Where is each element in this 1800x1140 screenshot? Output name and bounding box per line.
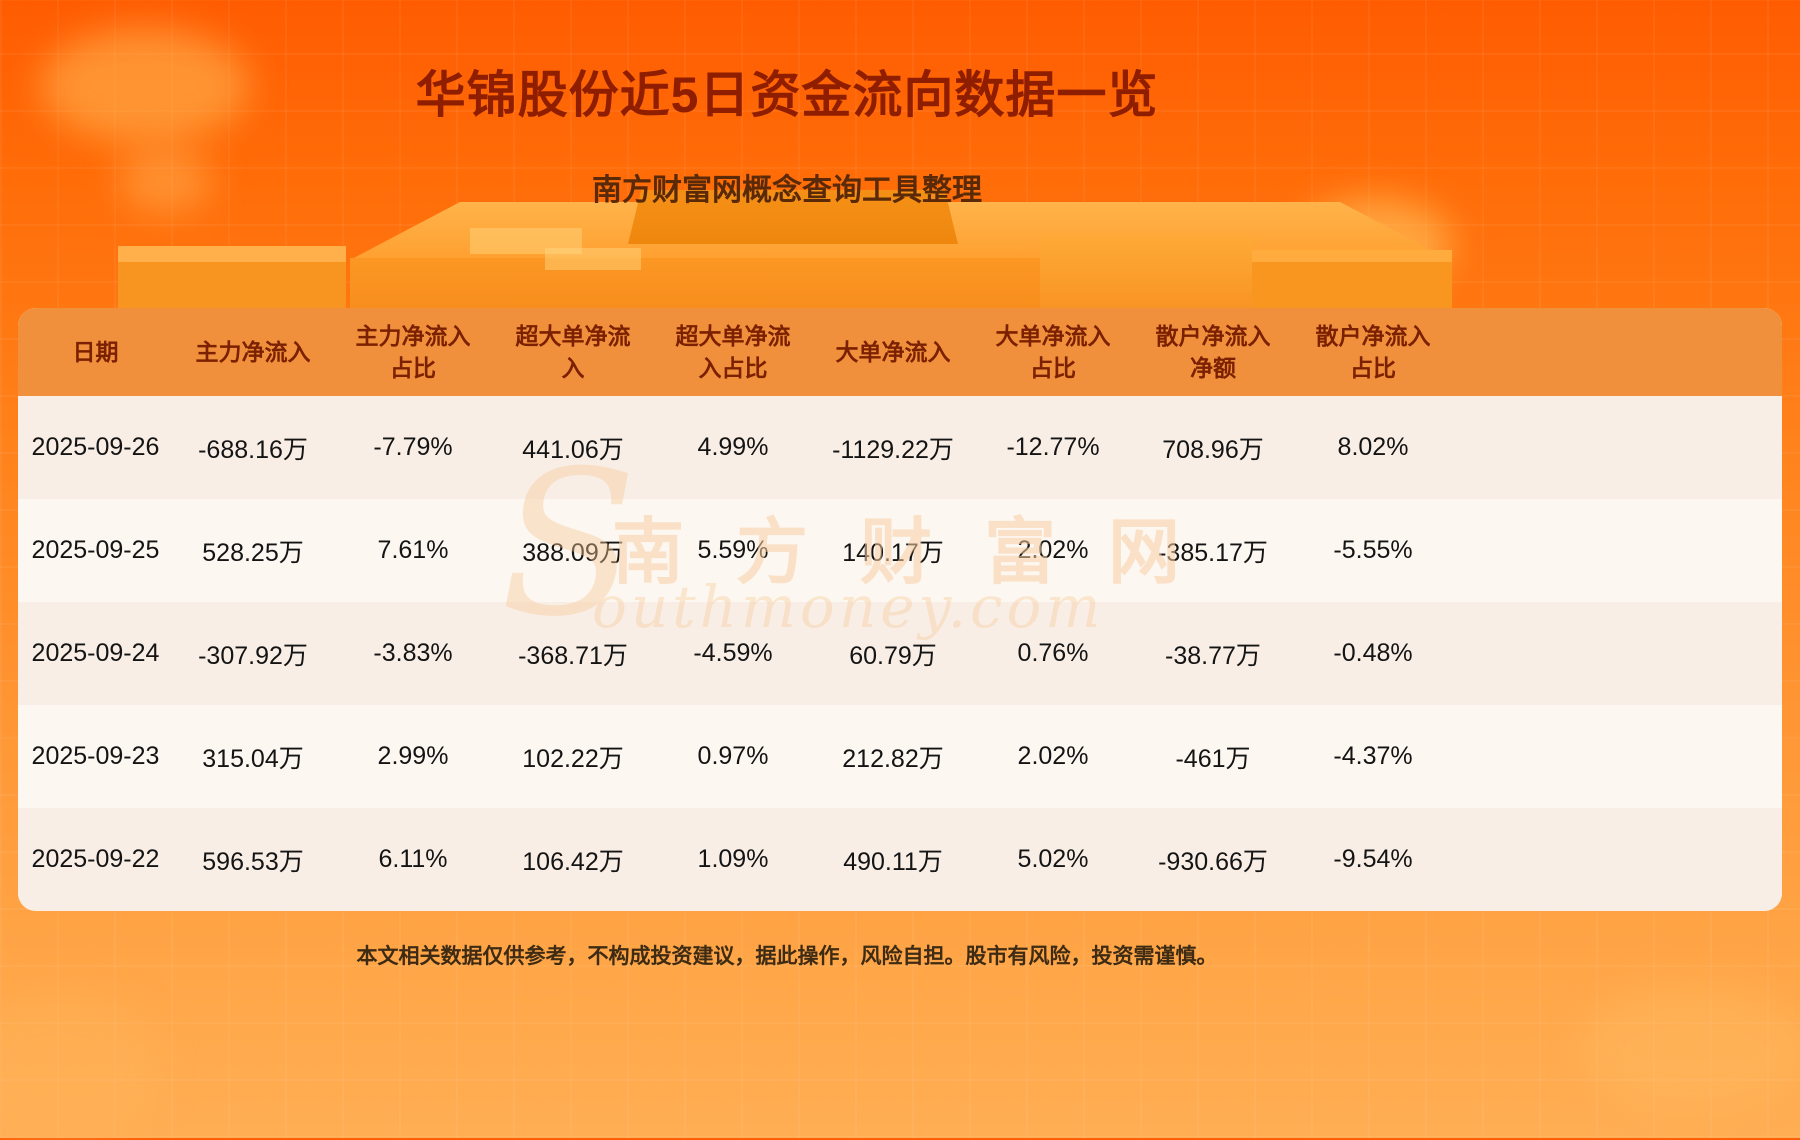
decor-glow-right xyxy=(1298,198,1453,290)
decor-podium-right-block xyxy=(1040,235,1252,312)
table-cell: 596.53万 xyxy=(202,847,304,876)
column-header: 超大单净流入占比 xyxy=(675,322,791,381)
table-cell: -1129.22万 xyxy=(832,435,954,464)
column-header: 大单净流入 xyxy=(835,338,951,365)
table-cell: -12.77% xyxy=(1006,433,1100,461)
table-cell: -307.92万 xyxy=(198,641,308,670)
table-cell: 102.22万 xyxy=(522,744,624,773)
table-cell-spacer xyxy=(1453,396,1782,499)
table-cell: 60.79万 xyxy=(849,641,937,670)
table-cell: 2025-09-22 xyxy=(31,845,160,873)
table-cell: -3.83% xyxy=(373,639,453,667)
table-cell: -9.54% xyxy=(1333,845,1413,873)
table-cell: 708.96万 xyxy=(1162,435,1264,464)
table-row: 2025-09-26 -688.16万 -7.79% 441.06万 4.99% -112… xyxy=(18,396,1782,499)
table-cell: -385.17万 xyxy=(1158,538,1268,567)
table-cell: 2.99% xyxy=(377,742,449,770)
table-cell: -4.59% xyxy=(693,639,773,667)
decor-podium-step xyxy=(545,248,641,270)
table-row: 2025-09-25 528.25万 7.61% 388.09万 5.59% 140.17… xyxy=(18,499,1782,602)
table-cell: 7.61% xyxy=(377,536,449,564)
column-header: 超大单净流入 xyxy=(515,322,631,381)
table-cell: 4.99% xyxy=(697,433,769,461)
table-cell: -368.71万 xyxy=(518,641,628,670)
decor-podium-top xyxy=(350,202,1450,260)
table-row: 2025-09-24 -307.92万 -3.83% -368.71万 -4.59% 60… xyxy=(18,602,1782,705)
page-title: 华锦股份近5日资金流向数据一览 xyxy=(415,67,1159,123)
table-cell: -688.16万 xyxy=(198,435,308,464)
fund-flow-data-table: 日期 主力净流入 主力净流入占比 超大单净流入 超大单净流入占比 大单净流入 大单净流入占比… xyxy=(18,308,1782,911)
decor-glow-bottom-left xyxy=(0,995,165,1140)
table-cell: 1.09% xyxy=(697,845,769,873)
table-cell: -7.79% xyxy=(373,433,453,461)
table-cell: 2025-09-25 xyxy=(31,536,160,564)
decor-podium-front xyxy=(350,258,1450,313)
column-header: 散户净流入占比 xyxy=(1315,322,1431,381)
decor-podium-right-block xyxy=(1252,250,1452,312)
disclaimer: 本文相关数据仅供参考，不构成投资建议，据此操作，风险自担。股市有风险，投资需谨慎… xyxy=(356,945,1218,968)
table-cell-spacer xyxy=(1453,602,1782,705)
table-cell: -0.48% xyxy=(1333,639,1413,667)
table-cell: 140.17万 xyxy=(842,538,944,567)
decor-podium-left-block xyxy=(118,246,346,312)
table-header-row: 日期 主力净流入 主力净流入占比 超大单净流入 超大单净流入占比 大单净流入 大单净流入占比… xyxy=(18,308,1782,396)
table-cell: 2025-09-24 xyxy=(31,639,160,667)
column-header: 日期 xyxy=(72,338,119,365)
decor-glow-bottom-right xyxy=(1580,985,1800,1110)
column-header: 主力净流入占比 xyxy=(355,322,471,381)
table-cell: 441.06万 xyxy=(522,435,624,464)
table-cell: 2025-09-26 xyxy=(31,433,160,461)
table-cell: -38.77万 xyxy=(1165,641,1261,670)
table-cell: 388.09万 xyxy=(522,538,624,567)
table-row: 2025-09-23 315.04万 2.99% 102.22万 0.97% 212.82… xyxy=(18,705,1782,808)
table-cell: 5.02% xyxy=(1017,845,1089,873)
table-cell: 8.02% xyxy=(1337,433,1409,461)
table-cell: 6.11% xyxy=(378,845,448,873)
table-cell: -930.66万 xyxy=(1158,847,1268,876)
decor-podium-step xyxy=(470,228,582,254)
fund-flow-table: 日期 主力净流入 主力净流入占比 超大单净流入 超大单净流入占比 大单净流入 大单净流入占比… xyxy=(18,308,1782,911)
column-header: 主力净流入 xyxy=(195,338,311,365)
table-cell-spacer xyxy=(1453,808,1782,911)
page-header: 华锦股份近5日资金流向数据一览 南方财富网概念查询工具整理 xyxy=(0,0,1574,209)
table-cell: 5.59% xyxy=(697,536,769,564)
table-row: 2025-09-22 596.53万 6.11% 106.42万 1.09% 490.11… xyxy=(18,808,1782,911)
table-cell: 106.42万 xyxy=(522,847,624,876)
table-cell-spacer xyxy=(1453,499,1782,602)
table-cell: -461万 xyxy=(1175,744,1251,773)
table-cell: -5.55% xyxy=(1333,536,1413,564)
table-cell-spacer xyxy=(1453,705,1782,808)
column-header-spacer xyxy=(1453,308,1782,396)
table-cell: 2.02% xyxy=(1017,536,1089,564)
table-cell: 490.11万 xyxy=(843,847,943,876)
table-cell: 2.02% xyxy=(1017,742,1089,770)
table-cell: 2025-09-23 xyxy=(31,742,160,770)
page-subtitle: 南方财富网概念查询工具整理 xyxy=(592,174,982,207)
table-cell: 0.97% xyxy=(697,742,769,770)
table-cell: 528.25万 xyxy=(202,538,304,567)
table-cell: 212.82万 xyxy=(842,744,944,773)
column-header: 大单净流入占比 xyxy=(995,322,1111,381)
column-header: 散户净流入净额 xyxy=(1155,322,1271,381)
table-body: 2025-09-26 -688.16万 -7.79% 441.06万 4.99% -112… xyxy=(18,396,1782,911)
table-cell: 315.04万 xyxy=(202,744,304,773)
table-cell: 0.76% xyxy=(1017,639,1089,667)
table-cell: -4.37% xyxy=(1333,742,1413,770)
